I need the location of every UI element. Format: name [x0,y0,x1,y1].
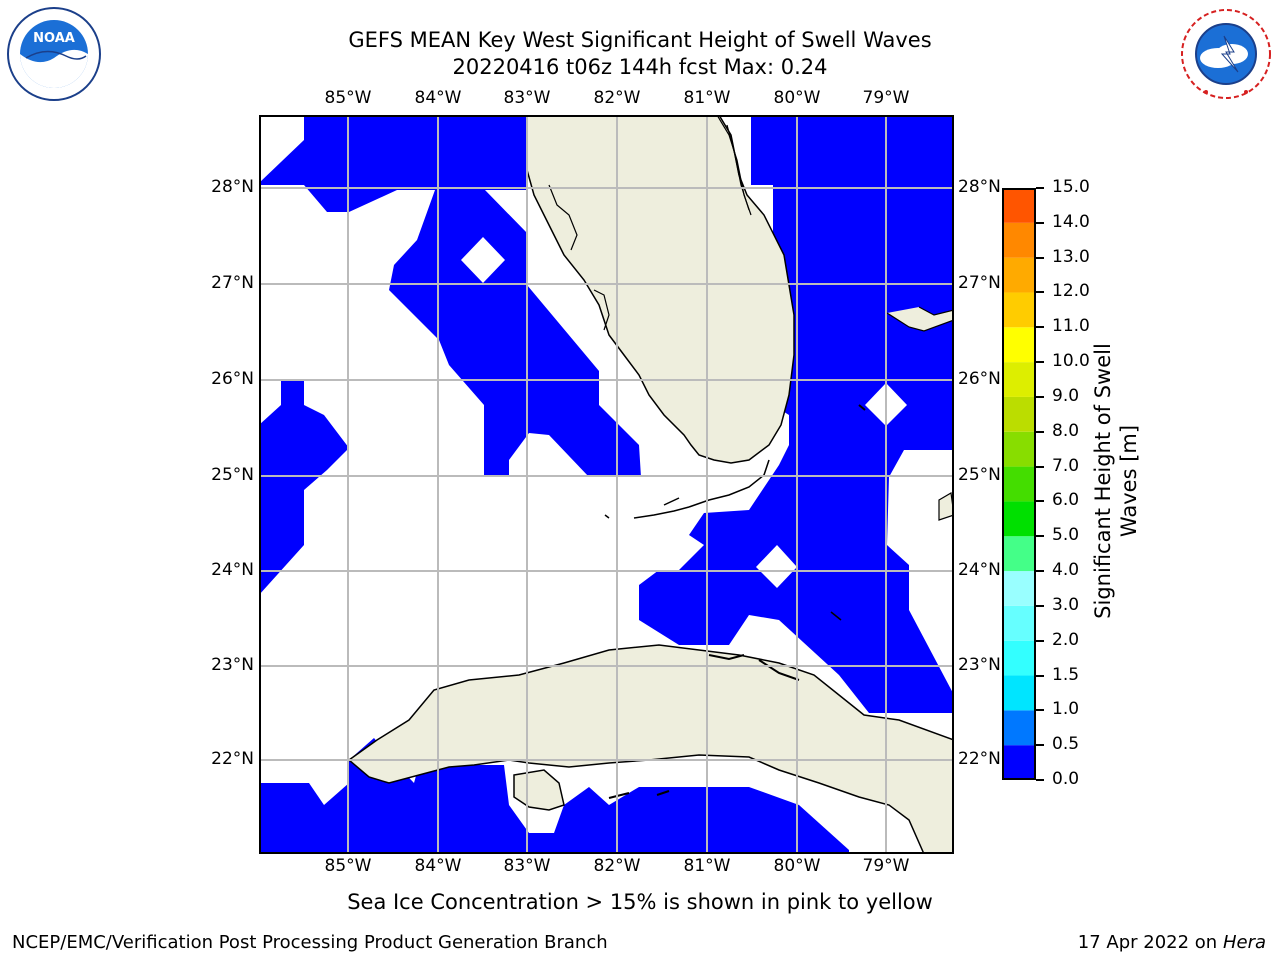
colorbar-tick [1036,221,1044,224]
colorbar-tick-label: 5.0 [1052,525,1080,546]
lon-label-bottom: 85°W [324,856,372,876]
lon-label-bottom: 79°W [862,856,910,876]
lat-label-left: 24°N [211,560,254,580]
colorbar-tick-label: 6.0 [1052,490,1080,511]
colorbar-segment [1002,292,1036,328]
lat-label-left: 25°N [211,465,254,485]
colorbar-tick [1036,500,1044,503]
colorbar-tick [1036,291,1044,294]
footer-host: Hera [1222,932,1266,953]
colorbar-tick [1036,395,1044,398]
lat-label-right: 25°N [958,465,1001,485]
colorbar-tick-label: 3.0 [1052,594,1080,615]
colorbar-segment [1002,640,1036,676]
lon-label-bottom: 83°W [503,856,551,876]
colorbar-segment [1002,257,1036,293]
noaa-logo-text: NOAA [33,31,75,46]
colorbar-tick [1036,430,1044,433]
lon-label-top: 83°W [503,88,551,108]
colorbar-tick [1036,744,1044,747]
colorbar-segment [1002,745,1036,780]
colorbar-frame [1002,188,1036,780]
colorbar-tick [1036,604,1044,607]
title-line-1: GEFS MEAN Key West Significant Height of… [348,28,932,52]
lon-label-top: 80°W [773,88,821,108]
map-frame [259,115,954,854]
nws-logo [1178,6,1274,102]
lon-label-top: 84°W [414,88,462,108]
colorbar-tick-label: 13.0 [1052,246,1090,267]
lon-label-top: 81°W [683,88,731,108]
colorbar-tick [1036,326,1044,329]
lat-label-left: 22°N [211,749,254,769]
colorbar-tick-label: 14.0 [1052,211,1090,232]
colorbar-tick [1036,187,1044,189]
colorbar-tick-label: 15.0 [1052,177,1090,197]
colorbar-segment [1002,431,1036,467]
colorbar-segment [1002,362,1036,397]
lat-label-right: 28°N [958,177,1001,197]
title-line-2: 20220416 t06z 144h fcst Max: 0.24 [452,55,828,79]
colorbar-tick [1036,570,1044,573]
colorbar-tick-label: 7.0 [1052,455,1080,476]
lon-label-bottom: 82°W [593,856,641,876]
colorbar-tick-label: 10.0 [1052,351,1090,372]
lat-label-right: 23°N [958,655,1001,675]
lat-label-right: 24°N [958,560,1001,580]
colorbar-tick [1036,361,1044,364]
colorbar-tick [1036,465,1044,468]
colorbar-tick-label: 4.0 [1052,560,1080,581]
colorbar-tick [1036,674,1044,677]
lat-label-left: 23°N [211,655,254,675]
colorbar-segment [1002,675,1036,711]
colorbar-segment [1002,571,1036,606]
colorbar-segment [1002,710,1036,746]
colorbar-tick-label: 12.0 [1052,281,1090,302]
colorbar-segment [1002,466,1036,502]
lat-label-left: 27°N [211,273,254,293]
lon-label-top: 82°W [593,88,641,108]
colorbar-tick [1036,256,1044,259]
lon-label-bottom: 84°W [414,856,462,876]
colorbar-tick-label: 1.0 [1052,699,1080,720]
lat-label-right: 22°N [958,749,1001,769]
colorbar-tick-label: 1.5 [1052,664,1080,685]
colorbar-segment [1002,222,1036,258]
lon-label-bottom: 80°W [773,856,821,876]
lon-label-top: 85°W [324,88,372,108]
colorbar-tick [1036,639,1044,642]
sea-ice-caption: Sea Ice Concentration > 15% is shown in … [347,890,933,914]
colorbar-segment [1002,536,1036,572]
colorbar-tick-label: 0.5 [1052,734,1080,755]
lon-label-bottom: 81°W [683,856,731,876]
colorbar [1002,188,1036,780]
footer-date-text: 17 Apr 2022 on [1077,932,1223,953]
lat-label-right: 27°N [958,273,1001,293]
lat-label-left: 26°N [211,369,254,389]
florida-keys [604,459,770,519]
colorbar-segment [1002,188,1036,223]
lat-label-left: 28°N [211,177,254,197]
map-plot [259,114,955,855]
colorbar-segment [1002,501,1036,537]
colorbar-segment [1002,605,1036,641]
colorbar-tick-label: 9.0 [1052,385,1080,406]
colorbar-tick [1036,779,1044,781]
colorbar-tick-label: 2.0 [1052,629,1080,650]
colorbar-segment [1002,396,1036,432]
colorbar-tick-label: 11.0 [1052,316,1090,337]
colorbar-tick [1036,709,1044,712]
lon-label-top: 79°W [862,88,910,108]
colorbar-tick-label: 0.0 [1052,769,1080,789]
noaa-logo: NOAA [6,6,102,102]
colorbar-label: Significant Height of Swell Waves [m] [1091,343,1141,619]
footer-date: 17 Apr 2022 on Hera [1078,932,1266,953]
footer-branch: NCEP/EMC/Verification Post Processing Pr… [12,932,608,953]
lat-label-right: 26°N [958,369,1001,389]
colorbar-segment [1002,327,1036,363]
map-gridlines [259,115,954,854]
colorbar-tick [1036,535,1044,538]
colorbar-tick-label: 8.0 [1052,420,1080,441]
